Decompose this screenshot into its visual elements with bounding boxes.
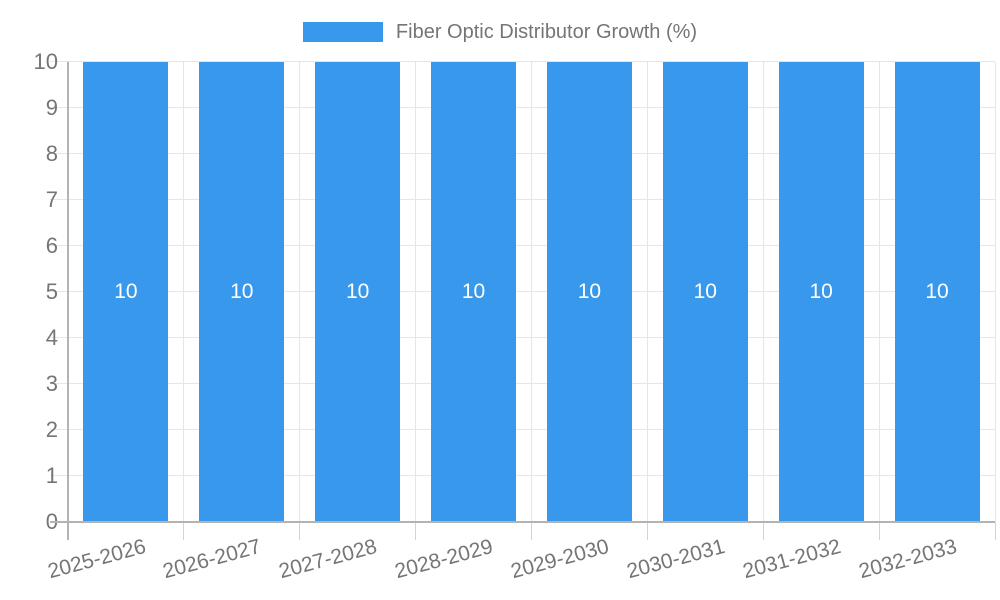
y-tick-label: 2 (45, 417, 58, 442)
bar[interactable]: 10 (199, 62, 285, 521)
x-tick (531, 522, 532, 540)
bar-value-label: 10 (230, 280, 254, 303)
chart-legend[interactable]: Fiber Optic Distributor Growth (%) (0, 18, 1000, 46)
bar-value-label: 10 (925, 280, 949, 303)
bar[interactable]: 10 (894, 62, 980, 521)
x-tick-label: 2031-2032 (740, 535, 844, 584)
x-gridline (299, 62, 301, 522)
x-tick-label: 2025-2026 (44, 535, 148, 584)
bar-value-label: 10 (809, 280, 833, 303)
y-axis-line (67, 62, 69, 540)
bar[interactable]: 10 (83, 62, 169, 521)
x-gridline (415, 62, 417, 522)
x-axis-line (50, 521, 995, 523)
y-tick-label: 3 (45, 371, 58, 396)
y-gridline (50, 475, 995, 476)
y-gridline (50, 291, 995, 292)
y-tick-label: 7 (45, 187, 58, 212)
x-gridline (646, 62, 648, 522)
bar-value-label: 10 (346, 280, 370, 303)
bar-value-label: 10 (461, 280, 486, 303)
x-gridline (994, 62, 996, 522)
y-gridline (50, 153, 995, 154)
bar[interactable]: 10 (315, 62, 401, 521)
bar-value-label: 10 (577, 280, 602, 303)
bar-value-label: 10 (114, 280, 138, 303)
y-gridline (50, 61, 995, 62)
legend-label: Fiber Optic Distributor Growth (%) (395, 20, 698, 43)
legend-color-swatch (302, 22, 383, 42)
x-tick (762, 522, 764, 540)
x-tick (994, 522, 996, 540)
y-gridline (50, 337, 995, 338)
x-tick-label: 2030-2031 (624, 535, 728, 584)
y-tick-label: 9 (45, 95, 58, 120)
bar[interactable]: 10 (778, 62, 864, 521)
x-tick (183, 522, 185, 540)
bar[interactable]: 10 (431, 62, 517, 521)
x-tick (646, 522, 648, 540)
y-tick-label: 6 (45, 233, 58, 258)
x-tick-label: 2027-2028 (276, 535, 380, 584)
y-tick-label: 5 (45, 279, 58, 304)
x-tick (415, 522, 417, 540)
bar-value-label: 10 (693, 280, 717, 303)
bar[interactable]: 10 (546, 62, 632, 521)
y-tick-label: 8 (45, 141, 58, 166)
x-gridline (183, 62, 185, 522)
x-gridline (531, 62, 532, 522)
y-gridline (50, 383, 995, 384)
y-gridline (50, 199, 995, 200)
x-tick (878, 522, 880, 540)
x-gridline (878, 62, 880, 522)
y-tick-label: 1 (45, 463, 58, 488)
y-gridline (50, 107, 995, 108)
x-tick-label: 2032-2033 (856, 535, 960, 584)
x-tick-label: 2026-2027 (160, 535, 264, 584)
y-gridline (50, 429, 995, 430)
x-tick-label: 2028-2029 (392, 535, 496, 584)
bar[interactable]: 10 (662, 62, 748, 521)
x-tick-label: 2029-2030 (508, 535, 612, 584)
x-tick (299, 522, 301, 540)
y-tick-label: 10 (33, 49, 58, 74)
y-tick-label: 4 (45, 325, 58, 350)
x-gridline (762, 62, 764, 522)
y-gridline (50, 245, 995, 246)
